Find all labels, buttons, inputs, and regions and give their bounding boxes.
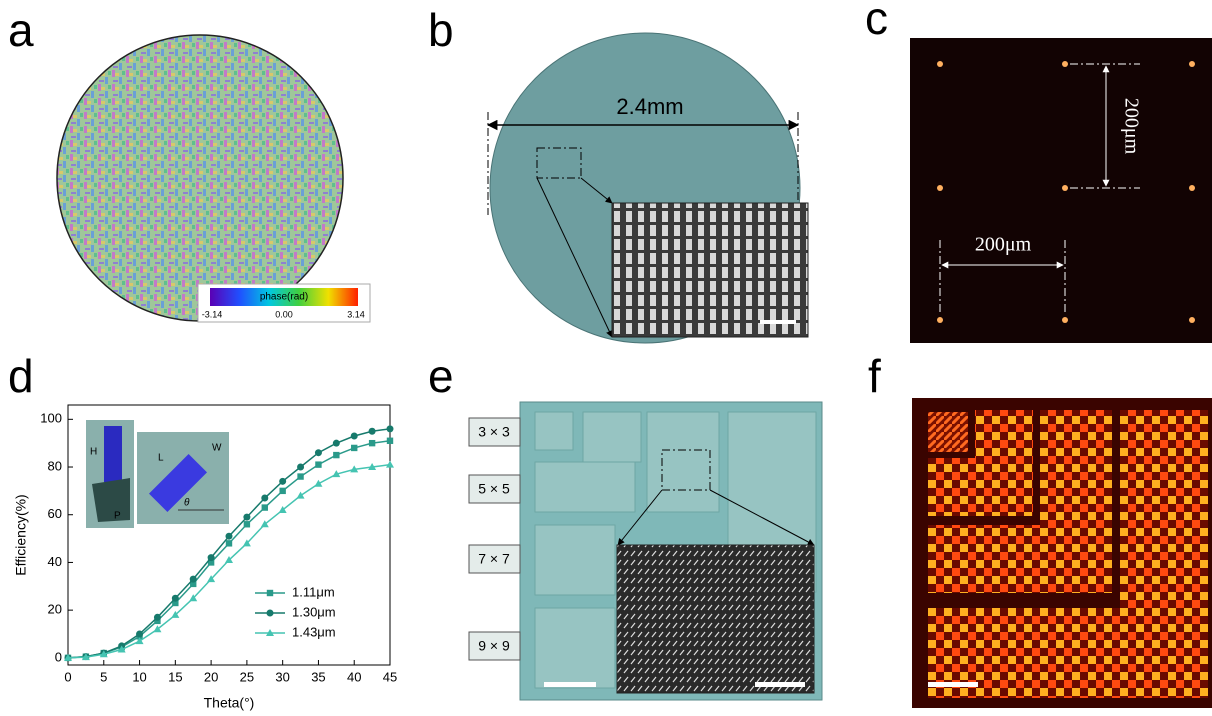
colorbar-tick: 3.14 xyxy=(347,309,365,319)
figure: a b c d e f phase(rad) -3.14 0.00 3.14 2… xyxy=(0,0,1212,711)
marker xyxy=(333,440,340,447)
panel-label: b xyxy=(428,4,454,56)
focal-spots-image xyxy=(910,38,1212,343)
marker xyxy=(369,428,376,435)
marker xyxy=(172,595,179,602)
marker xyxy=(351,445,357,451)
marker xyxy=(297,464,304,471)
inset-label: P xyxy=(114,511,121,522)
phase-map xyxy=(57,35,343,321)
marker xyxy=(315,461,321,467)
pillar xyxy=(104,426,122,482)
colorbar-tick: -3.14 xyxy=(202,309,223,319)
x-tick-label: 35 xyxy=(311,669,325,684)
dimension-label: 2.4mm xyxy=(616,94,683,119)
marker xyxy=(386,461,394,468)
scale-bar xyxy=(544,682,596,687)
marker xyxy=(297,492,305,499)
y-tick-label: 20 xyxy=(48,602,62,617)
array-label: 7 × 7 xyxy=(478,551,510,567)
x-tick-label: 0 xyxy=(64,669,71,684)
legend-label: 1.11μm xyxy=(292,584,335,599)
marker xyxy=(351,433,358,440)
panel-label: a xyxy=(8,4,34,56)
x-tick-label: 45 xyxy=(383,669,397,684)
marker xyxy=(244,521,250,527)
marker xyxy=(136,630,143,637)
y-tick-label: 60 xyxy=(48,506,62,521)
marker xyxy=(208,554,215,561)
marker xyxy=(315,449,322,456)
marker xyxy=(369,440,375,446)
panel-label: d xyxy=(8,350,34,402)
y-tick-label: 80 xyxy=(48,458,62,473)
dimension-label: 200μm xyxy=(975,234,1032,256)
marker xyxy=(333,452,339,458)
sem-inset xyxy=(612,203,808,337)
legend-label: 1.30μm xyxy=(292,604,336,619)
scale-bar xyxy=(760,320,796,324)
marker xyxy=(279,478,286,485)
array-label-boxes xyxy=(469,418,520,660)
marker xyxy=(387,438,393,444)
x-axis-label: Theta(°) xyxy=(204,695,255,711)
marker xyxy=(226,540,232,546)
marker xyxy=(314,480,322,487)
legend-marker xyxy=(267,590,273,596)
y-tick-label: 100 xyxy=(40,411,62,426)
inset-label: W xyxy=(212,443,222,454)
marker xyxy=(154,614,161,621)
x-tick-label: 40 xyxy=(347,669,361,684)
marker xyxy=(262,504,268,510)
y-tick-label: 40 xyxy=(48,554,62,569)
dimension-label: 200μm xyxy=(1120,98,1142,155)
x-tick-label: 20 xyxy=(204,669,218,684)
x-tick-label: 15 xyxy=(168,669,182,684)
x-tick-label: 5 xyxy=(100,669,107,684)
x-tick-label: 10 xyxy=(132,669,146,684)
marker xyxy=(190,576,197,583)
colorbar-title: phase(rad) xyxy=(260,292,308,303)
marker xyxy=(261,495,268,502)
array-label: 3 × 3 xyxy=(478,424,510,440)
x-tick-label: 25 xyxy=(240,669,254,684)
legend-label: 1.43μm xyxy=(292,624,336,639)
marker xyxy=(243,514,250,521)
scale-bar xyxy=(928,682,978,687)
inset-label: H xyxy=(90,447,97,458)
inset-label: L xyxy=(158,453,164,464)
marker xyxy=(297,473,303,479)
y-axis-label: Efficiency(%) xyxy=(13,494,29,575)
inset-label: θ xyxy=(184,498,190,509)
marker xyxy=(387,425,394,432)
array-label: 5 × 5 xyxy=(478,481,510,497)
legend-marker xyxy=(267,610,274,617)
panel-label: e xyxy=(428,350,454,402)
pillar-base xyxy=(92,478,130,522)
array-label: 9 × 9 xyxy=(478,638,510,654)
scale-bar xyxy=(755,682,805,687)
panel-label: c xyxy=(865,0,888,44)
sem-inset xyxy=(617,545,814,693)
colorbar-tick: 0.00 xyxy=(275,309,293,319)
panel-label: f xyxy=(868,350,881,402)
marker xyxy=(279,488,285,494)
marker xyxy=(226,533,233,540)
y-tick-label: 0 xyxy=(55,649,62,664)
x-tick-label: 30 xyxy=(275,669,289,684)
